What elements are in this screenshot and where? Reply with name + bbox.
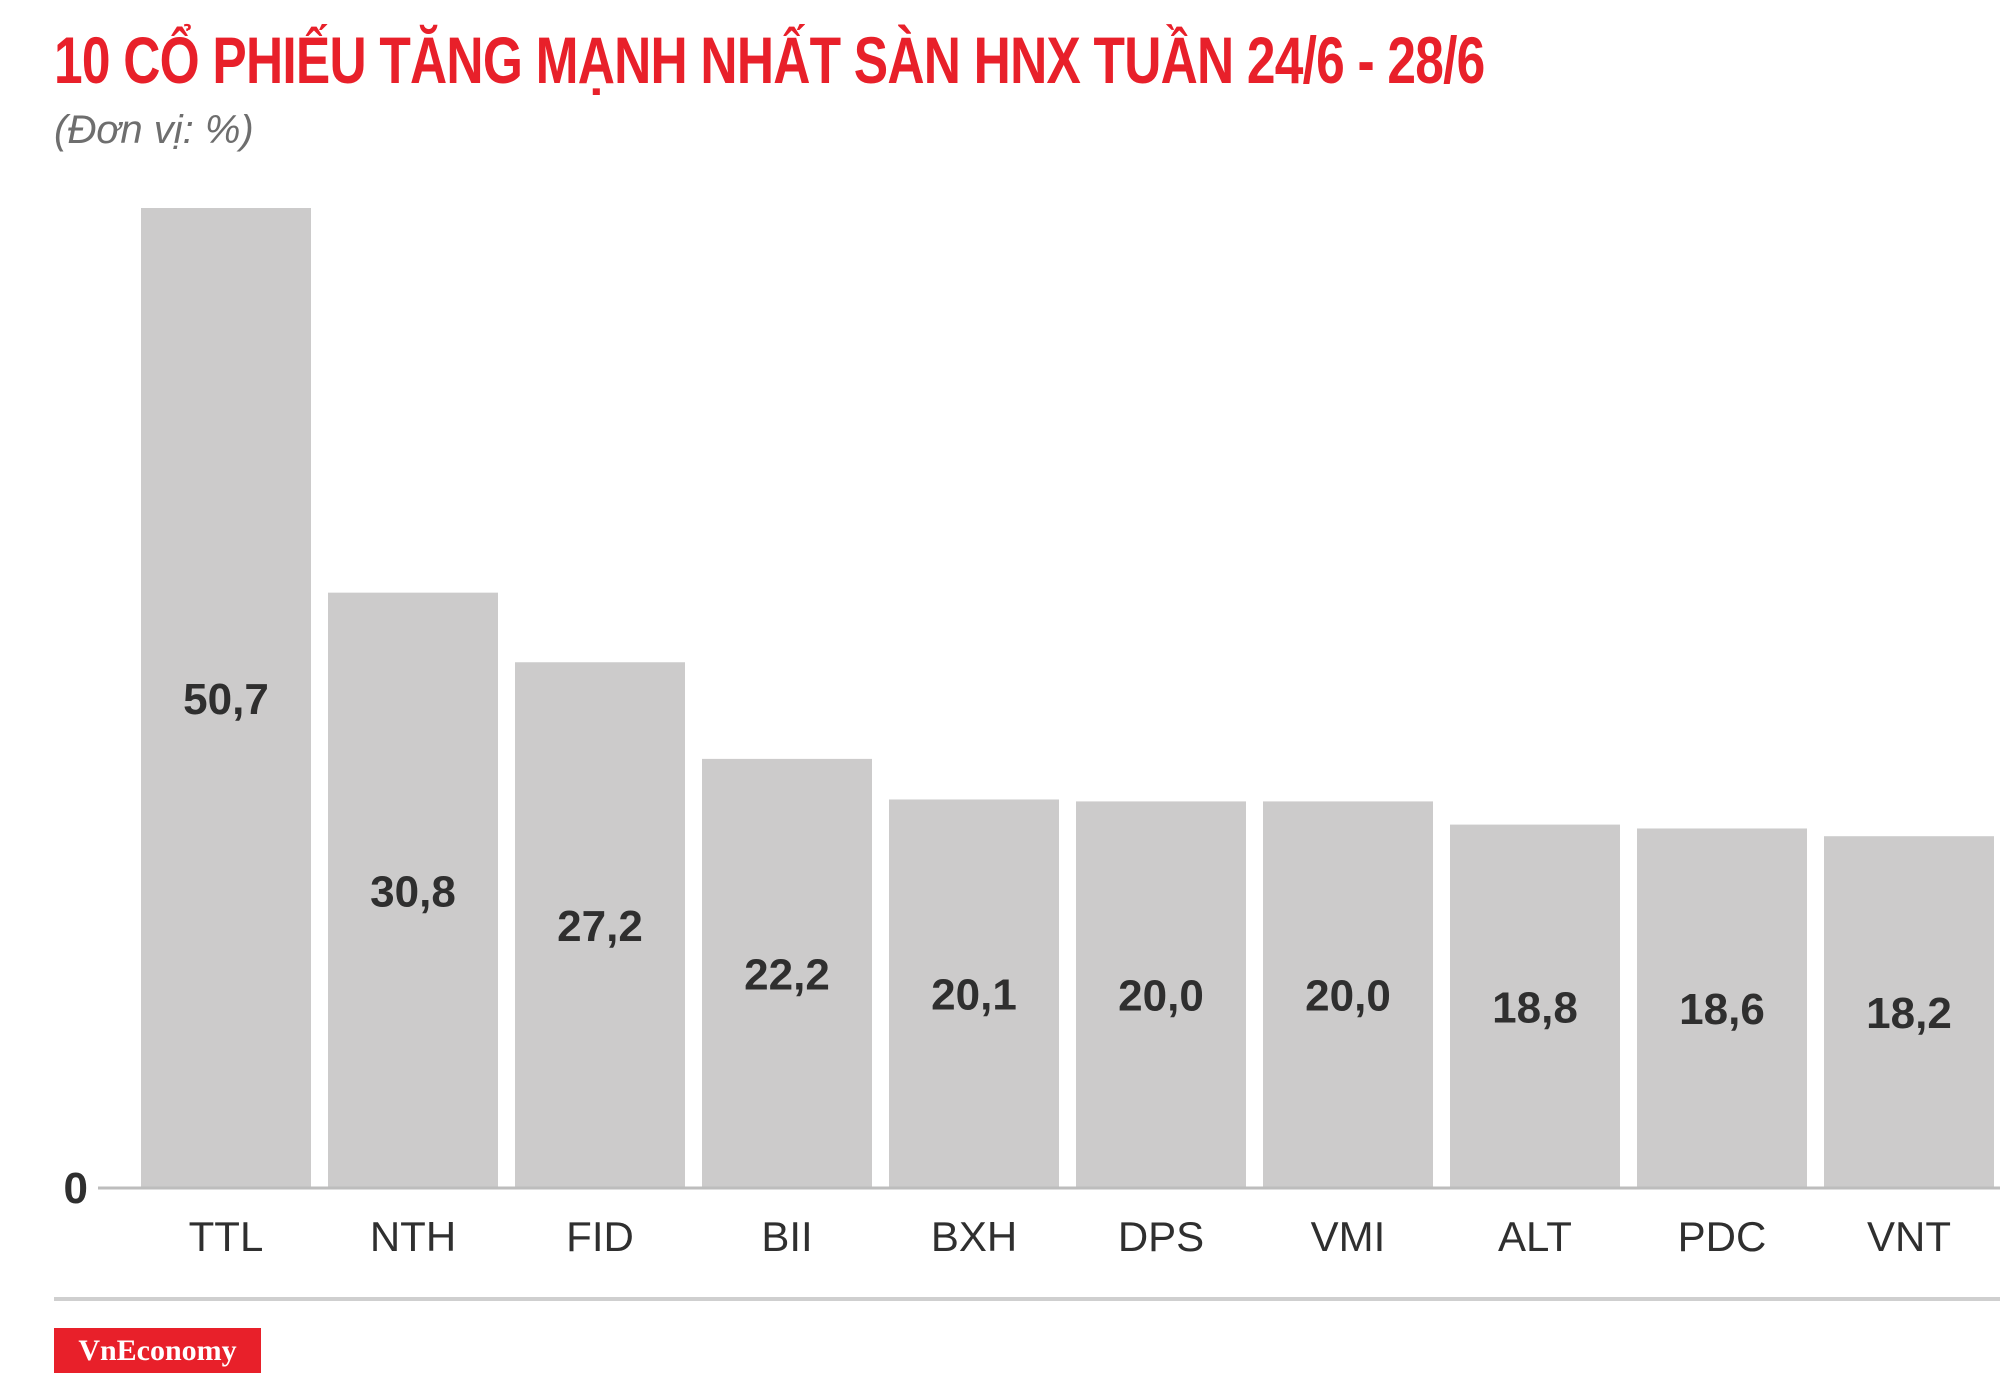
bar-chart: 50,7 TTL 30,8 NTH 27,2 FID 22,2 BII 20,1 BXH 20,0 D…: [64, 208, 2000, 1260]
data-label-nth: 30,8: [370, 867, 456, 916]
bar-nth: [328, 592, 498, 1188]
data-label-vnt: 18,2: [1866, 989, 1952, 1038]
bar-dps: [1076, 801, 1246, 1188]
bar-bxh: [889, 799, 1059, 1188]
data-label-dps: 20,0: [1118, 972, 1204, 1021]
bar-bii: [702, 758, 872, 1188]
data-label-vmi: 20,0: [1305, 972, 1391, 1021]
x-tick-label-alt: ALT: [1498, 1213, 1572, 1260]
bar-alt: [1450, 824, 1620, 1188]
bar-fid: [515, 662, 685, 1188]
bar-pdc: [1637, 828, 1807, 1188]
data-label-alt: 18,8: [1492, 983, 1578, 1032]
y-tick-label-0: 0: [64, 1164, 88, 1213]
x-tick-label-bii: BII: [761, 1213, 812, 1260]
data-label-ttl: 50,7: [183, 675, 269, 724]
data-label-bii: 22,2: [744, 950, 830, 999]
bar-vnt: [1824, 836, 1994, 1188]
x-tick-label-ttl: TTL: [189, 1213, 264, 1260]
footer-divider: [54, 1297, 2000, 1301]
x-tick-label-dps: DPS: [1118, 1213, 1204, 1260]
data-label-bxh: 20,1: [931, 971, 1017, 1020]
data-label-fid: 27,2: [557, 902, 643, 951]
bar-vmi: [1263, 801, 1433, 1188]
x-tick-label-vnt: VNT: [1867, 1213, 1951, 1260]
data-label-pdc: 18,6: [1679, 985, 1765, 1034]
x-tick-label-bxh: BXH: [931, 1213, 1017, 1260]
chart-unit-subtitle: (Đơn vị: %): [54, 108, 254, 152]
bar-ttl: [141, 208, 311, 1188]
x-tick-label-fid: FID: [566, 1213, 634, 1260]
x-tick-label-nth: NTH: [370, 1213, 456, 1260]
chart-title: 10 CỔ PHIẾU TĂNG MẠNH NHẤT SÀN HNX TUẦN …: [54, 23, 1485, 97]
x-tick-label-pdc: PDC: [1678, 1213, 1767, 1260]
x-tick-label-vmi: VMI: [1311, 1213, 1386, 1260]
brand-logo: VnEconomy: [54, 1328, 261, 1373]
